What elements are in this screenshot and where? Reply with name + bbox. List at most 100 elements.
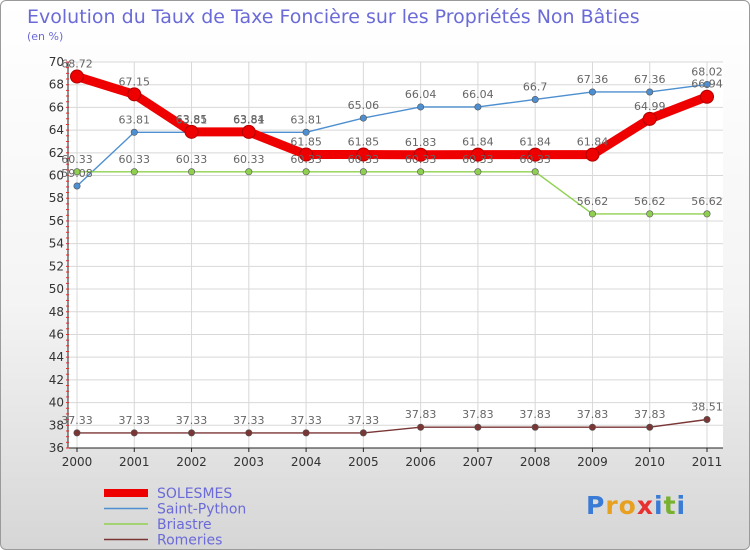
logo-letter: i: [676, 491, 687, 520]
grid-layer: [68, 61, 723, 449]
data-point-romeries: [531, 423, 539, 431]
data-label-saint-python: 66.04: [405, 88, 437, 101]
data-label-solesmes: 61.85: [348, 136, 380, 149]
logo-letter: r: [605, 491, 619, 520]
data-point-saint-python: [646, 88, 654, 96]
unit-label: (en %): [27, 30, 64, 43]
data-point-romeries: [588, 423, 596, 431]
x-tick-label: 2008: [520, 455, 551, 469]
x-tick-label: 2001: [119, 455, 150, 469]
x-tick-label: 2005: [348, 455, 379, 469]
y-tick-label: 44: [49, 350, 64, 364]
data-label-saint-python: 67.36: [634, 73, 666, 86]
y-tick-label: 60: [49, 169, 64, 183]
x-tick-label: 2007: [463, 455, 494, 469]
data-point-saint-python: [417, 103, 425, 111]
data-point-romeries: [646, 423, 654, 431]
x-tick-label: 2004: [291, 455, 322, 469]
x-tick-label: 2010: [634, 455, 665, 469]
data-point-briastre: [531, 168, 539, 176]
data-point-saint-python: [588, 88, 596, 96]
data-point-solesmes: [528, 147, 543, 162]
series-line-saint-python: [76, 83, 708, 187]
x-tick-label: 2002: [176, 455, 207, 469]
data-label-saint-python: 63.81: [233, 113, 265, 126]
data-point-briastre: [588, 210, 596, 218]
data-point-saint-python: [130, 128, 138, 136]
data-label-solesmes: 61.83: [405, 136, 437, 149]
legend-label: Romeries: [157, 533, 222, 549]
data-point-solesmes: [585, 147, 600, 162]
y-tick-label: 56: [49, 214, 64, 228]
y-tick-label: 40: [49, 396, 64, 410]
data-label-saint-python: 63.81: [119, 113, 151, 126]
proxiti-logo: Proxiti: [586, 491, 686, 520]
x-tick-label: 2003: [234, 455, 265, 469]
legend-label: SOLESMES: [157, 486, 232, 502]
y-tick-label: 38: [49, 418, 64, 432]
series-line-romeries: [76, 418, 708, 434]
data-point-briastre: [359, 168, 367, 176]
data-point-briastre: [188, 168, 196, 176]
y-tick-label: 48: [49, 305, 64, 319]
data-point-romeries: [245, 429, 253, 437]
data-point-briastre: [245, 168, 253, 176]
data-label-solesmes: 66.94: [691, 78, 723, 91]
data-label-romeries: 37.33: [61, 414, 93, 427]
data-point-saint-python: [474, 103, 482, 111]
y-tick-label: 68: [49, 78, 64, 92]
data-label-saint-python: 59.08: [61, 167, 93, 180]
legend-label: Saint-Python: [157, 502, 246, 518]
data-label-romeries: 37.83: [519, 408, 551, 421]
data-label-briastre: 60.33: [519, 153, 551, 166]
data-point-romeries: [359, 429, 367, 437]
data-label-briastre: 56.62: [577, 195, 609, 208]
series-line-briastre: [76, 171, 708, 215]
data-label-romeries: 37.83: [462, 408, 494, 421]
data-point-briastre: [302, 168, 310, 176]
data-label-romeries: 37.33: [176, 414, 208, 427]
data-point-romeries: [474, 423, 482, 431]
y-tick-label: 36: [49, 441, 64, 455]
data-label-romeries: 37.33: [233, 414, 265, 427]
data-label-romeries: 37.33: [348, 414, 380, 427]
data-label-romeries: 37.83: [577, 408, 609, 421]
data-point-solesmes: [413, 147, 428, 162]
data-label-solesmes: 63.84: [233, 113, 265, 126]
data-label-saint-python: 66.7: [523, 80, 548, 93]
data-point-romeries: [73, 429, 81, 437]
x-tick-label: 2011: [692, 455, 723, 469]
data-point-briastre: [646, 210, 654, 218]
data-label-solesmes: 68.72: [61, 58, 93, 71]
data-label-romeries: 38.51: [691, 401, 723, 414]
data-label-saint-python: 66.04: [462, 88, 494, 101]
data-label-romeries: 37.33: [119, 414, 151, 427]
data-label-layer: 68.72 67.15 63.85 63.84 61.85 61.85 61.83 61.84…: [61, 58, 723, 427]
x-tick-label: 2006: [405, 455, 436, 469]
y-tick-label: 50: [49, 282, 64, 296]
data-label-briastre: 60.33: [176, 153, 208, 166]
data-label-briastre: 56.62: [634, 195, 666, 208]
data-label-romeries: 37.83: [405, 408, 437, 421]
data-label-solesmes: 64.99: [634, 100, 666, 113]
data-point-briastre: [73, 168, 81, 176]
y-tick-label: 58: [49, 191, 64, 205]
data-point-briastre: [474, 168, 482, 176]
data-point-saint-python: [302, 128, 310, 136]
x-tick-label: 2000: [62, 455, 93, 469]
data-point-saint-python: [703, 80, 711, 88]
data-point-solesmes: [241, 124, 256, 139]
logo-letter: i: [654, 491, 664, 520]
data-label-briastre: 60.33: [462, 153, 494, 166]
axis-layer: 36 38 40 42 44 46 48 50 52 54 56 58 60 62 64 66 68 70 2000…: [49, 55, 723, 469]
data-point-solesmes: [356, 147, 371, 162]
data-point-briastre: [703, 210, 711, 218]
data-point-briastre: [130, 168, 138, 176]
data-label-solesmes: 61.84: [577, 136, 609, 149]
data-point-romeries: [703, 416, 711, 424]
data-label-solesmes: 67.15: [119, 75, 151, 88]
data-label-briastre: 56.62: [691, 195, 723, 208]
data-label-saint-python: 68.02: [691, 65, 723, 78]
